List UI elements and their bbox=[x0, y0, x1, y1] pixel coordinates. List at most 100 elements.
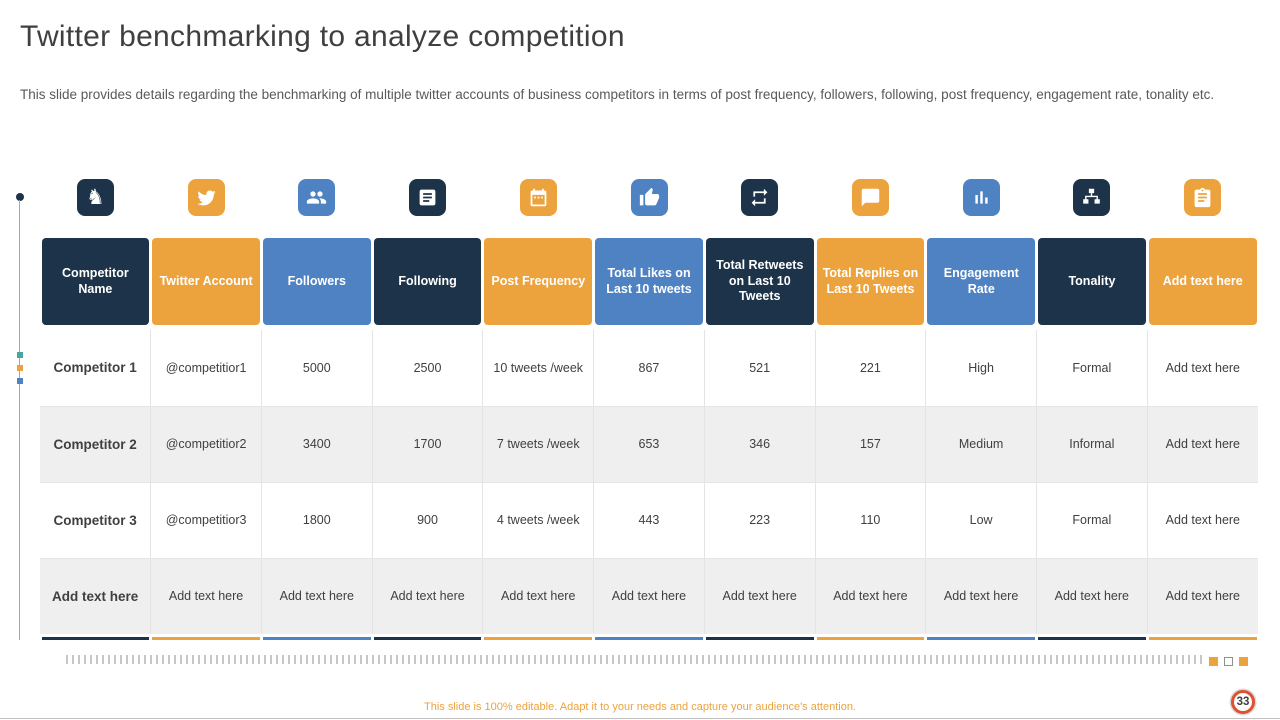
data-cell[interactable]: 900 bbox=[371, 481, 484, 559]
data-cell[interactable]: 110 bbox=[814, 481, 927, 559]
data-cell[interactable]: 5000 bbox=[260, 330, 373, 407]
data-cell[interactable]: Add text here bbox=[1146, 405, 1258, 483]
mini-tick-blue bbox=[17, 378, 23, 384]
row-label-cell[interactable]: Competitor 3 bbox=[40, 481, 152, 559]
data-cell[interactable]: Add text here bbox=[371, 557, 484, 634]
data-cell[interactable]: 653 bbox=[593, 405, 705, 483]
row-label-cell[interactable]: Competitor 2 bbox=[40, 405, 152, 483]
data-cell[interactable]: Add text here bbox=[260, 557, 373, 634]
column-underline bbox=[927, 637, 1036, 640]
table-row-2: Competitor 2 @competitior2 3400 1700 7 tweet… bbox=[40, 405, 1258, 483]
column-header-label: Competitor Name bbox=[41, 238, 150, 325]
deco-square-filled-2 bbox=[1239, 657, 1248, 666]
slide-description: This slide provides details regarding th… bbox=[20, 87, 1215, 102]
data-cell[interactable]: Add text here bbox=[925, 557, 1037, 634]
data-cell[interactable]: Add text here bbox=[1146, 557, 1258, 634]
data-cell[interactable]: 157 bbox=[814, 405, 927, 483]
column-header-add-text-here: Add text here bbox=[1147, 238, 1258, 325]
data-cell[interactable]: Add text here bbox=[1146, 330, 1258, 407]
icon-cell-competitor-name: ♞ bbox=[40, 179, 151, 216]
icon-cell-total-replies-on-last-10-tweets bbox=[815, 179, 926, 216]
column-underline bbox=[705, 637, 814, 640]
data-cell[interactable]: 521 bbox=[703, 330, 816, 407]
data-cell[interactable]: @competitior1 bbox=[150, 330, 262, 407]
data-cell[interactable]: 346 bbox=[703, 405, 816, 483]
column-header-label: Twitter Account bbox=[152, 238, 260, 325]
column-header-label: Total Retweets on Last 10 Tweets bbox=[705, 238, 814, 325]
column-underline bbox=[373, 637, 482, 640]
deco-square-outline bbox=[1224, 657, 1233, 666]
column-header-total-retweets-on-last-10-tweets: Total Retweets on Last 10 Tweets bbox=[704, 238, 815, 325]
data-cell[interactable]: 1700 bbox=[371, 405, 484, 483]
data-cell[interactable]: Low bbox=[925, 481, 1037, 559]
data-cell[interactable]: 443 bbox=[593, 481, 705, 559]
column-header-total-replies-on-last-10-tweets: Total Replies on Last 10 Tweets bbox=[815, 238, 926, 325]
data-cell[interactable]: Add text here bbox=[482, 557, 595, 634]
data-cell[interactable]: Formal bbox=[1035, 330, 1148, 407]
data-cell[interactable]: 10 tweets /week bbox=[482, 330, 595, 407]
data-cell[interactable]: Formal bbox=[1035, 481, 1148, 559]
data-cell[interactable]: 221 bbox=[814, 330, 927, 407]
column-header-total-likes-on-last-10-tweets: Total Likes on Last 10 tweets bbox=[594, 238, 705, 325]
column-header-label: Following bbox=[373, 238, 482, 325]
news-icon bbox=[409, 179, 447, 216]
column-header-post-frequency: Post Frequency bbox=[483, 238, 594, 325]
data-cell[interactable]: 223 bbox=[703, 481, 816, 559]
table-header-row: Competitor Name Twitter Account Followers F… bbox=[40, 238, 1258, 325]
icon-cell-total-retweets-on-last-10-tweets bbox=[704, 179, 815, 216]
data-cell[interactable]: Add text here bbox=[814, 557, 927, 634]
column-header-tonality: Tonality bbox=[1037, 238, 1148, 325]
data-cell[interactable]: @competitior3 bbox=[150, 481, 262, 559]
icon-cell-tonality bbox=[1037, 179, 1148, 216]
column-underline bbox=[1148, 637, 1257, 640]
column-header-label: Tonality bbox=[1038, 238, 1146, 325]
icon-cell-following bbox=[372, 179, 483, 216]
column-header-competitor-name: Competitor Name bbox=[40, 238, 151, 325]
column-header-label: Total Replies on Last 10 Tweets bbox=[816, 238, 925, 325]
data-cell[interactable]: Add text here bbox=[703, 557, 816, 634]
accent-dot bbox=[16, 193, 24, 201]
footer-divider bbox=[0, 718, 1280, 719]
table-row-1: Competitor 1 @competitior1 5000 2500 10 twee… bbox=[40, 330, 1258, 407]
chess-knight-icon: ♞ bbox=[76, 179, 114, 216]
data-cell[interactable]: @competitior2 bbox=[150, 405, 262, 483]
data-cell[interactable]: Add text here bbox=[1146, 481, 1258, 559]
clipboard-icon bbox=[1184, 179, 1222, 216]
twitter-bird-icon bbox=[187, 179, 225, 216]
mini-tick-orange bbox=[17, 365, 23, 371]
calendar-icon bbox=[519, 179, 557, 216]
page-number-badge: 33 bbox=[1231, 690, 1255, 714]
data-cell[interactable]: Informal bbox=[1035, 405, 1148, 483]
column-header-label: Add text here bbox=[1148, 238, 1257, 325]
people-network-icon bbox=[1073, 179, 1111, 216]
data-cell[interactable]: Add text here bbox=[593, 557, 705, 634]
data-cell[interactable]: 4 tweets /week bbox=[482, 481, 595, 559]
data-cell[interactable]: 7 tweets /week bbox=[482, 405, 595, 483]
thumbs-up-icon bbox=[630, 179, 668, 216]
icon-cell-followers bbox=[261, 179, 372, 216]
data-cell[interactable]: 2500 bbox=[371, 330, 484, 407]
icon-cell-total-likes-on-last-10-tweets bbox=[594, 179, 705, 216]
column-underline bbox=[262, 637, 371, 640]
data-cell[interactable]: Medium bbox=[925, 405, 1037, 483]
data-cell[interactable]: Add text here bbox=[150, 557, 262, 634]
retweet-icon bbox=[741, 179, 779, 216]
data-cell[interactable]: 867 bbox=[593, 330, 705, 407]
column-underline bbox=[41, 637, 150, 640]
bar-chart-icon bbox=[962, 179, 1000, 216]
column-header-label: Followers bbox=[262, 238, 371, 325]
row-label-cell[interactable]: Add text here bbox=[40, 557, 152, 634]
table-row-3: Competitor 3 @competitior3 1800 900 4 tweets… bbox=[40, 481, 1258, 559]
column-underline bbox=[595, 637, 703, 640]
row-label-cell[interactable]: Competitor 1 bbox=[40, 330, 152, 407]
data-cell[interactable]: High bbox=[925, 330, 1037, 407]
data-cell[interactable]: Add text here bbox=[1035, 557, 1148, 634]
data-cell[interactable]: 3400 bbox=[260, 405, 373, 483]
icon-cell-engagement-rate bbox=[926, 179, 1037, 216]
column-header-followers: Followers bbox=[261, 238, 372, 325]
icon-cell-add-text-here bbox=[1147, 179, 1258, 216]
table-underline bbox=[40, 637, 1258, 640]
column-underline bbox=[152, 637, 260, 640]
data-cell[interactable]: 1800 bbox=[260, 481, 373, 559]
deco-square-filled-1 bbox=[1209, 657, 1218, 666]
